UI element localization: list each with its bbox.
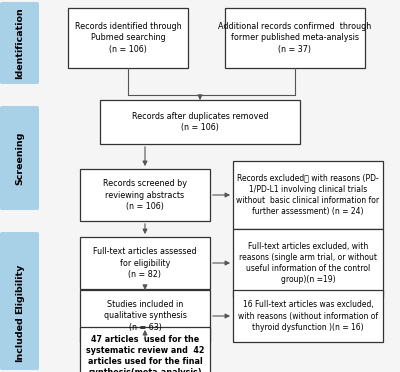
Bar bbox=[80, 290, 210, 342]
Bar bbox=[80, 237, 210, 289]
Text: Records screened by
reviewing abstracts
(n = 106): Records screened by reviewing abstracts … bbox=[103, 179, 187, 211]
Text: 16 Full-text articles was excluded,
with reasons (without information of
thyroid: 16 Full-text articles was excluded, with… bbox=[238, 301, 378, 331]
Text: Additional records confirmed  through
former published meta-analysis
(n = 37): Additional records confirmed through for… bbox=[218, 22, 372, 54]
FancyBboxPatch shape bbox=[0, 2, 39, 84]
Text: Eligibility: Eligibility bbox=[15, 264, 24, 314]
Text: Full-text articles excluded, with
reasons (single arm trial, or without
useful i: Full-text articles excluded, with reason… bbox=[239, 242, 377, 284]
Bar bbox=[100, 100, 300, 144]
Bar bbox=[68, 8, 188, 68]
Bar bbox=[233, 161, 383, 229]
Bar bbox=[233, 229, 383, 297]
Text: Full-text articles assessed
for eligibility
(n = 82): Full-text articles assessed for eligibil… bbox=[93, 247, 197, 279]
Text: Included: Included bbox=[15, 316, 24, 362]
Bar bbox=[80, 327, 210, 372]
Text: Records after duplicates removed
(n = 106): Records after duplicates removed (n = 10… bbox=[132, 112, 268, 132]
FancyBboxPatch shape bbox=[0, 106, 39, 210]
FancyBboxPatch shape bbox=[0, 308, 39, 370]
Text: Records identified through
Pubmed searching
(n = 106): Records identified through Pubmed search… bbox=[75, 22, 181, 54]
Text: Studies included in
qualitative synthesis
(n = 63): Studies included in qualitative synthesi… bbox=[104, 301, 186, 331]
Bar bbox=[80, 169, 210, 221]
FancyBboxPatch shape bbox=[0, 232, 39, 346]
Text: Records excluded， with reasons (PD-
1/PD-L1 involving clinical trials
without  b: Records excluded， with reasons (PD- 1/PD… bbox=[236, 174, 380, 216]
Text: Screening: Screening bbox=[15, 131, 24, 185]
Bar bbox=[225, 8, 365, 68]
Bar bbox=[233, 290, 383, 342]
Text: 47 articles  used for the
systematic review and  42
articles used for the final
: 47 articles used for the systematic revi… bbox=[86, 335, 204, 372]
Text: Identification: Identification bbox=[15, 7, 24, 79]
